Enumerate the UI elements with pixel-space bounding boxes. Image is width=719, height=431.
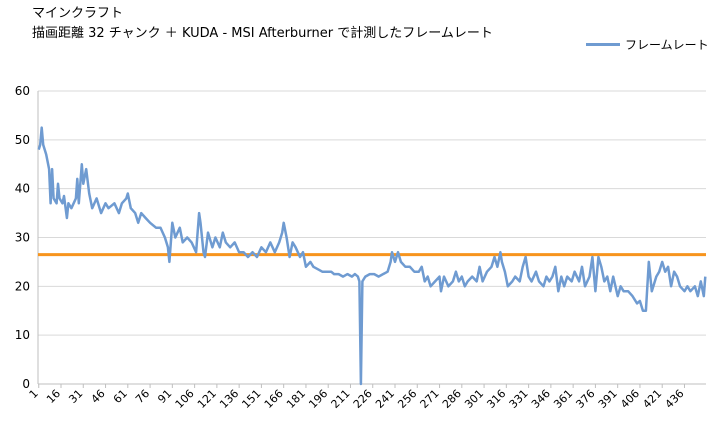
y-tick-label-0: 0 [22, 377, 30, 391]
x-tick-label-61: 61 [111, 387, 130, 406]
y-tick-label-20: 20 [15, 279, 30, 293]
x-tick-label-361: 361 [551, 387, 575, 411]
x-tick-label-331: 331 [507, 387, 531, 411]
chart-title-line-2: 描画距離 32 チャンク ＋ KUDA - MSI Afterburner で計… [32, 26, 493, 41]
x-tick-label-436: 436 [663, 387, 687, 411]
y-tick-label-10: 10 [15, 328, 30, 342]
x-tick-label-421: 421 [640, 387, 664, 411]
y-tick-label-30: 30 [15, 231, 30, 245]
x-tick-label-196: 196 [306, 387, 330, 411]
x-tick-label-211: 211 [329, 387, 353, 411]
x-tick-label-151: 151 [239, 387, 263, 411]
x-tick-label-91: 91 [155, 387, 174, 406]
x-tick-label-286: 286 [440, 387, 464, 411]
series-line-frame-rate [37, 126, 707, 386]
x-tick-label-181: 181 [284, 387, 308, 411]
chart-title: マインクラフト 描画距離 32 チャンク ＋ KUDA - MSI Afterb… [32, 4, 493, 44]
x-tick-label-256: 256 [395, 387, 419, 411]
x-tick-label-271: 271 [418, 387, 442, 411]
x-tick-label-406: 406 [618, 387, 642, 411]
x-tick-label-46: 46 [89, 387, 108, 406]
chart-title-line-1: マインクラフト [32, 6, 124, 21]
x-tick-label-346: 346 [529, 387, 553, 411]
legend: フレームレート [586, 36, 709, 53]
x-tick-label-226: 226 [351, 387, 375, 411]
x-tick-label-391: 391 [596, 387, 620, 411]
x-tick-label-76: 76 [133, 387, 152, 406]
x-tick-label-166: 166 [262, 387, 286, 411]
x-tick-label-376: 376 [573, 387, 597, 411]
legend-label-frame-rate: フレームレート [625, 38, 709, 52]
x-tick-label-136: 136 [217, 387, 241, 411]
y-tick-label-40: 40 [15, 182, 30, 196]
x-tick-label-241: 241 [373, 387, 397, 411]
legend-swatch-frame-rate [586, 43, 620, 46]
x-tick-label-1: 1 [27, 387, 41, 401]
y-tick-label-60: 60 [15, 84, 30, 98]
x-tick-label-31: 31 [66, 387, 85, 406]
x-tick-label-301: 301 [462, 387, 486, 411]
x-tick-label-106: 106 [173, 387, 197, 411]
y-tick-label-50: 50 [15, 133, 30, 147]
x-tick-label-316: 316 [484, 387, 508, 411]
x-tick-label-121: 121 [195, 387, 219, 411]
x-tick-label-16: 16 [44, 387, 63, 406]
